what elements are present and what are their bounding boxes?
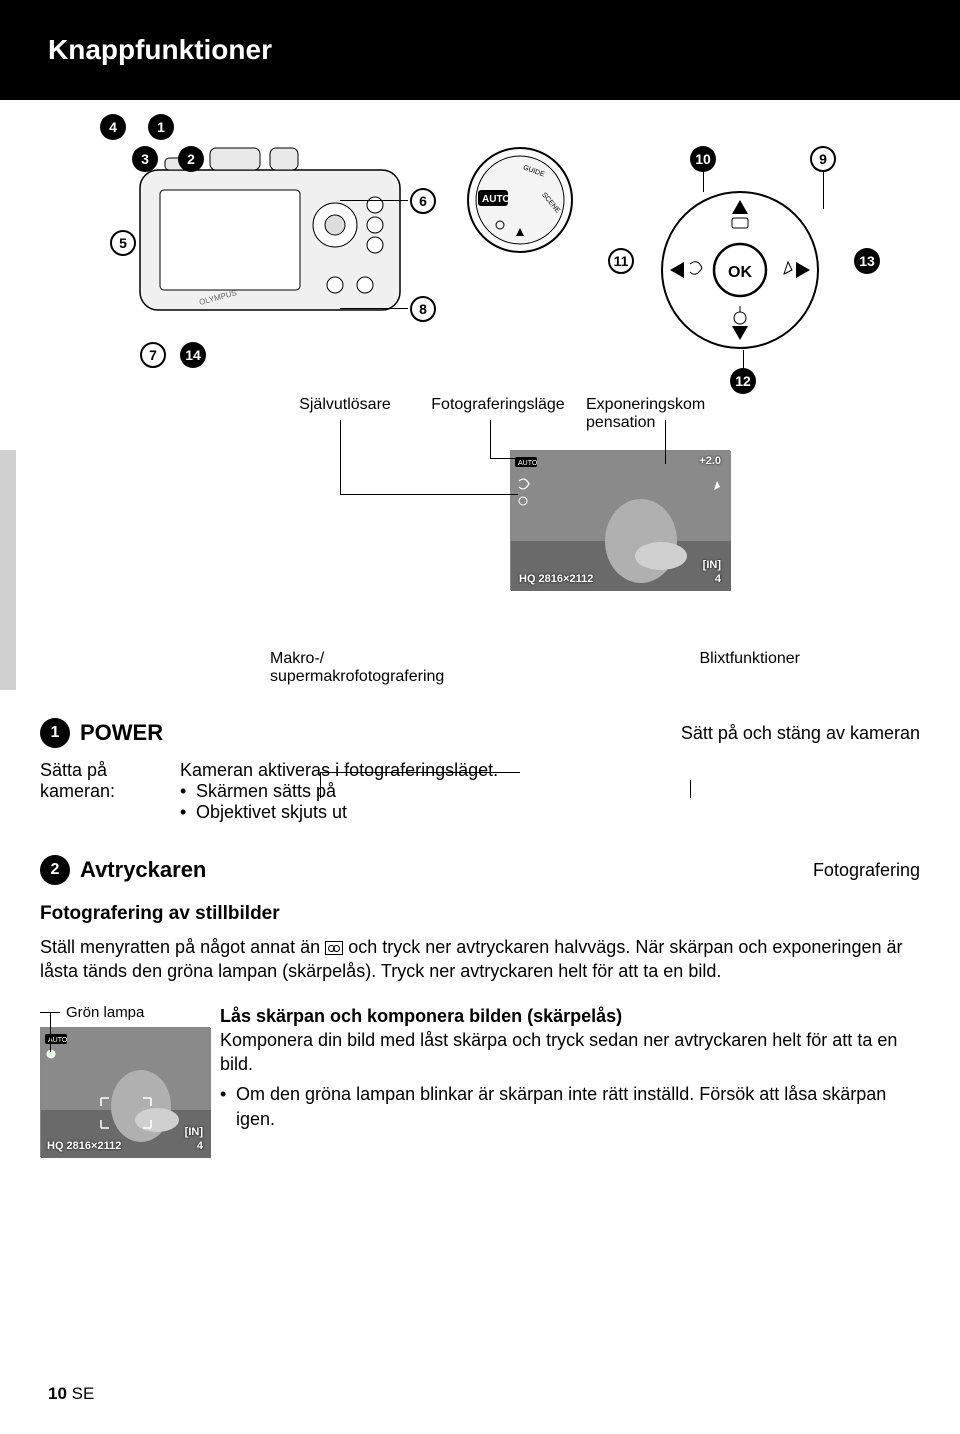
section-desc-power: Sätt på och stäng av kameran — [163, 723, 920, 744]
callout-13: 13 — [854, 248, 880, 274]
movie-icon — [325, 941, 343, 955]
power-sub-block: Sätta på kameran: Kameran aktiveras i fo… — [40, 760, 920, 823]
arrow-pad-illustration: OK — [640, 170, 840, 370]
section-title-shutter: Avtryckaren — [80, 857, 206, 883]
stills-heading: Fotografering av stillbilder — [40, 903, 920, 925]
mode-dial-illustration: AUTO GUIDE SCENE — [460, 140, 580, 260]
lock-bullet: Om den gröna lampan blinkar är skärpan i… — [220, 1082, 920, 1131]
power-bullet-2: Objektivet skjuts ut — [180, 802, 920, 823]
label-macro: Makro-/ supermakrofotografering — [270, 650, 444, 686]
page-number: 10 SE — [48, 1384, 94, 1404]
section-desc-shutter: Fotografering — [206, 860, 920, 881]
side-tab: Knappfunktioner — [0, 450, 16, 690]
green-lamp-label: Grön lampa — [66, 1004, 144, 1021]
lcd-in: [IN] — [703, 559, 721, 571]
section-title-power: POWER — [80, 720, 163, 746]
small-lcd-preview: AUTO HQ 2816×2112 [IN] 4 — [40, 1027, 210, 1157]
page-num: 10 — [48, 1384, 67, 1403]
lcd-count: 4 — [715, 573, 721, 585]
callout-6: 6 — [410, 188, 436, 214]
power-bullet-1: Skärmen sätts på — [180, 781, 920, 802]
lock-block: Grön lampa AUTO HQ 2816×2112 [IN] 4 — [40, 1004, 920, 1157]
section-num-2: 2 — [40, 855, 70, 885]
green-lamp-box: Grön lampa AUTO HQ 2816×2112 [IN] 4 — [40, 1004, 220, 1157]
small-lcd-in: [IN] — [185, 1126, 203, 1138]
label-shooting-mode: Fotograferingsläge — [418, 396, 578, 431]
small-lcd-hq: HQ 2816×2112 — [47, 1140, 121, 1152]
camera-back-illustration: OLYMPUS — [120, 130, 420, 330]
page-lang: SE — [72, 1384, 95, 1403]
callout-12: 12 — [730, 368, 756, 394]
small-lcd-count: 4 — [197, 1140, 203, 1152]
callout-1: 1 — [148, 114, 174, 140]
page-title: Knappfunktioner — [48, 34, 272, 66]
callout-5: 5 — [110, 230, 136, 256]
svg-text:AUTO: AUTO — [518, 460, 538, 467]
power-line1: Kameran aktiveras i fotograferingsläget. — [180, 760, 920, 781]
lcd-hq: HQ 2816×2112 — [519, 573, 593, 585]
label-exposure-comp: Exponeringskom pensation — [586, 396, 756, 431]
lock-heading: Lås skärpan och komponera bilden (skärpe… — [220, 1004, 920, 1028]
callout-7: 7 — [140, 342, 166, 368]
callout-8: 8 — [410, 296, 436, 322]
section-power-row: 1 POWER Sätt på och stäng av kameran — [40, 718, 920, 748]
label-flash: Blixtfunktioner — [700, 650, 801, 686]
content-area: Makro-/ supermakrofotografering Blixtfun… — [40, 650, 920, 1157]
callout-4: 4 — [100, 114, 126, 140]
callout-10: 10 — [690, 146, 716, 172]
lcd-preview: AUTO +2.0 HQ 2816×2112 [IN] 4 — [510, 450, 730, 590]
callout-3: 3 — [132, 146, 158, 172]
power-left-label: Sätta på kameran: — [40, 760, 180, 823]
lock-para: Komponera din bild med låst skärpa och t… — [220, 1028, 920, 1077]
callout-9: 9 — [810, 146, 836, 172]
callout-11: 11 — [608, 248, 634, 274]
section-shutter-row: 2 Avtryckaren Fotografering — [40, 855, 920, 885]
page-header-bar: Knappfunktioner — [0, 0, 960, 100]
lcd-ev: +2.0 — [699, 455, 721, 467]
svg-text:OK: OK — [728, 264, 752, 281]
diagram-area: OLYMPUS 4 1 3 2 5 6 8 7 14 AUTO GUIDE SC… — [40, 120, 920, 500]
label-selftimer: Självutlösare — [280, 396, 410, 431]
callout-14: 14 — [180, 342, 206, 368]
stills-para-a: Ställ menyratten på något annat än — [40, 937, 325, 957]
section-num-1: 1 — [40, 718, 70, 748]
callout-2: 2 — [178, 146, 204, 172]
svg-text:AUTO: AUTO — [482, 194, 510, 205]
stills-para: Ställ menyratten på något annat än och t… — [40, 935, 920, 984]
